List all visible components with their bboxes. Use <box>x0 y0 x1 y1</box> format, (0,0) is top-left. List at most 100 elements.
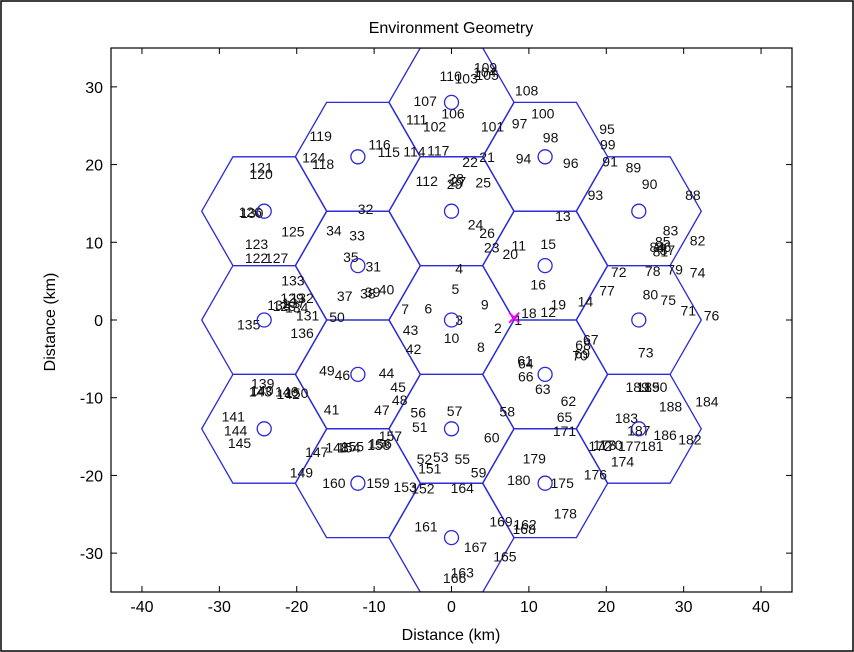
site-label-189: 189 <box>626 379 650 395</box>
site-label-74: 74 <box>690 265 706 281</box>
y-axis-label: Distance (km) <box>42 273 59 372</box>
site-label-101: 101 <box>481 119 505 135</box>
base-station-marker-4 <box>537 366 553 383</box>
site-label-162: 162 <box>513 516 537 532</box>
base-station-marker-18 <box>256 203 272 219</box>
site-label-128: 128 <box>273 298 297 314</box>
site-label-185: 185 <box>636 379 660 395</box>
site-label-38: 38 <box>360 286 376 302</box>
site-label-141: 141 <box>222 408 246 424</box>
site-label-48: 48 <box>392 392 408 408</box>
site-label-3: 3 <box>455 312 463 328</box>
base-station-marker-16 <box>256 421 272 437</box>
site-label-39: 39 <box>365 284 381 300</box>
x-tick-label--30: -30 <box>208 599 231 616</box>
site-label-138: 138 <box>267 297 291 313</box>
site-label-50: 50 <box>329 309 345 325</box>
site-label-102: 102 <box>423 119 447 135</box>
site-label-118: 118 <box>312 156 335 172</box>
site-label-60: 60 <box>484 429 500 445</box>
site-label-46: 46 <box>335 367 351 383</box>
site-label-175: 175 <box>551 475 575 491</box>
site-label-4: 4 <box>455 261 463 277</box>
site-label-81: 81 <box>653 244 669 260</box>
site-label-151: 151 <box>418 460 442 476</box>
site-label-190: 190 <box>644 379 668 395</box>
x-tick-label--10: -10 <box>363 599 386 616</box>
site-label-122: 122 <box>245 250 269 266</box>
base-station-marker-3 <box>537 257 553 274</box>
site-label-11: 11 <box>512 237 527 253</box>
site-label-8: 8 <box>477 339 485 355</box>
x-tick-label--20: -20 <box>285 599 308 616</box>
site-label-116: 116 <box>368 136 391 152</box>
x-tick-label-40: 40 <box>752 599 770 616</box>
site-label-20: 20 <box>503 246 519 262</box>
site-label-52: 52 <box>417 451 433 467</box>
site-label-167: 167 <box>464 539 488 555</box>
site-label-109: 109 <box>474 59 498 75</box>
base-station-marker-12 <box>631 421 647 437</box>
site-label-164: 164 <box>451 480 475 496</box>
site-label-152: 152 <box>411 481 435 497</box>
site-label-154: 154 <box>337 440 361 456</box>
site-label-186: 186 <box>653 427 677 443</box>
site-label-84: 84 <box>650 239 666 255</box>
site-label-59: 59 <box>471 464 487 480</box>
site-label-87: 87 <box>660 242 676 258</box>
site-label-41: 41 <box>324 401 340 417</box>
site-label-149: 149 <box>290 464 314 480</box>
site-label-111: 111 <box>406 112 427 128</box>
site-label-83: 83 <box>663 223 679 239</box>
site-label-44: 44 <box>379 365 395 381</box>
site-label-161: 161 <box>414 519 438 535</box>
site-label-61: 61 <box>517 352 533 368</box>
site-label-27: 27 <box>451 174 467 190</box>
site-label-43: 43 <box>403 322 419 338</box>
site-label-70: 70 <box>572 348 588 364</box>
site-label-45: 45 <box>390 379 406 395</box>
site-label-100: 100 <box>531 105 555 121</box>
y-tick-label-20: 20 <box>85 158 103 175</box>
site-label-147: 147 <box>305 444 329 460</box>
x-axis-label: Distance (km) <box>402 627 501 644</box>
x-tick-label-0: 0 <box>447 599 456 616</box>
site-label-29: 29 <box>447 176 463 192</box>
highlighted-user-marker <box>508 311 520 324</box>
site-label-14: 14 <box>578 293 594 309</box>
site-label-35: 35 <box>343 249 359 265</box>
x-tick-label-30: 30 <box>675 599 693 616</box>
site-label-77: 77 <box>599 283 615 299</box>
site-label-6: 6 <box>424 300 432 316</box>
site-label-158: 158 <box>367 437 391 453</box>
base-station-marker-6 <box>350 366 366 383</box>
site-label-184: 184 <box>695 394 719 410</box>
base-station-marker-1 <box>443 312 460 328</box>
site-label-160: 160 <box>322 475 346 491</box>
base-station-marker-13 <box>537 475 553 491</box>
site-label-25: 25 <box>475 174 491 190</box>
site-label-104: 104 <box>473 64 497 80</box>
site-label-157: 157 <box>379 428 403 444</box>
site-label-117: 117 <box>427 143 450 159</box>
site-label-62: 62 <box>561 393 577 409</box>
site-label-182: 182 <box>678 432 702 448</box>
plot-contents: 1234567891011121314151618192021222324252… <box>200 48 719 592</box>
site-label-179: 179 <box>523 450 547 466</box>
site-label-1: 1 <box>514 312 522 328</box>
site-label-155: 155 <box>341 439 365 455</box>
site-label-72: 72 <box>611 264 627 280</box>
site-label-114: 114 <box>403 143 426 159</box>
site-label-126: 126 <box>239 204 263 220</box>
site-label-106: 106 <box>441 105 465 121</box>
site-label-133: 133 <box>281 272 305 288</box>
x-tick-label-10: 10 <box>520 599 538 616</box>
site-label-176: 176 <box>584 467 608 483</box>
site-label-172: 172 <box>588 438 612 454</box>
site-label-18: 18 <box>521 305 537 321</box>
site-label-90: 90 <box>642 176 658 192</box>
base-station-marker-15 <box>350 475 366 491</box>
site-label-125: 125 <box>281 223 305 239</box>
